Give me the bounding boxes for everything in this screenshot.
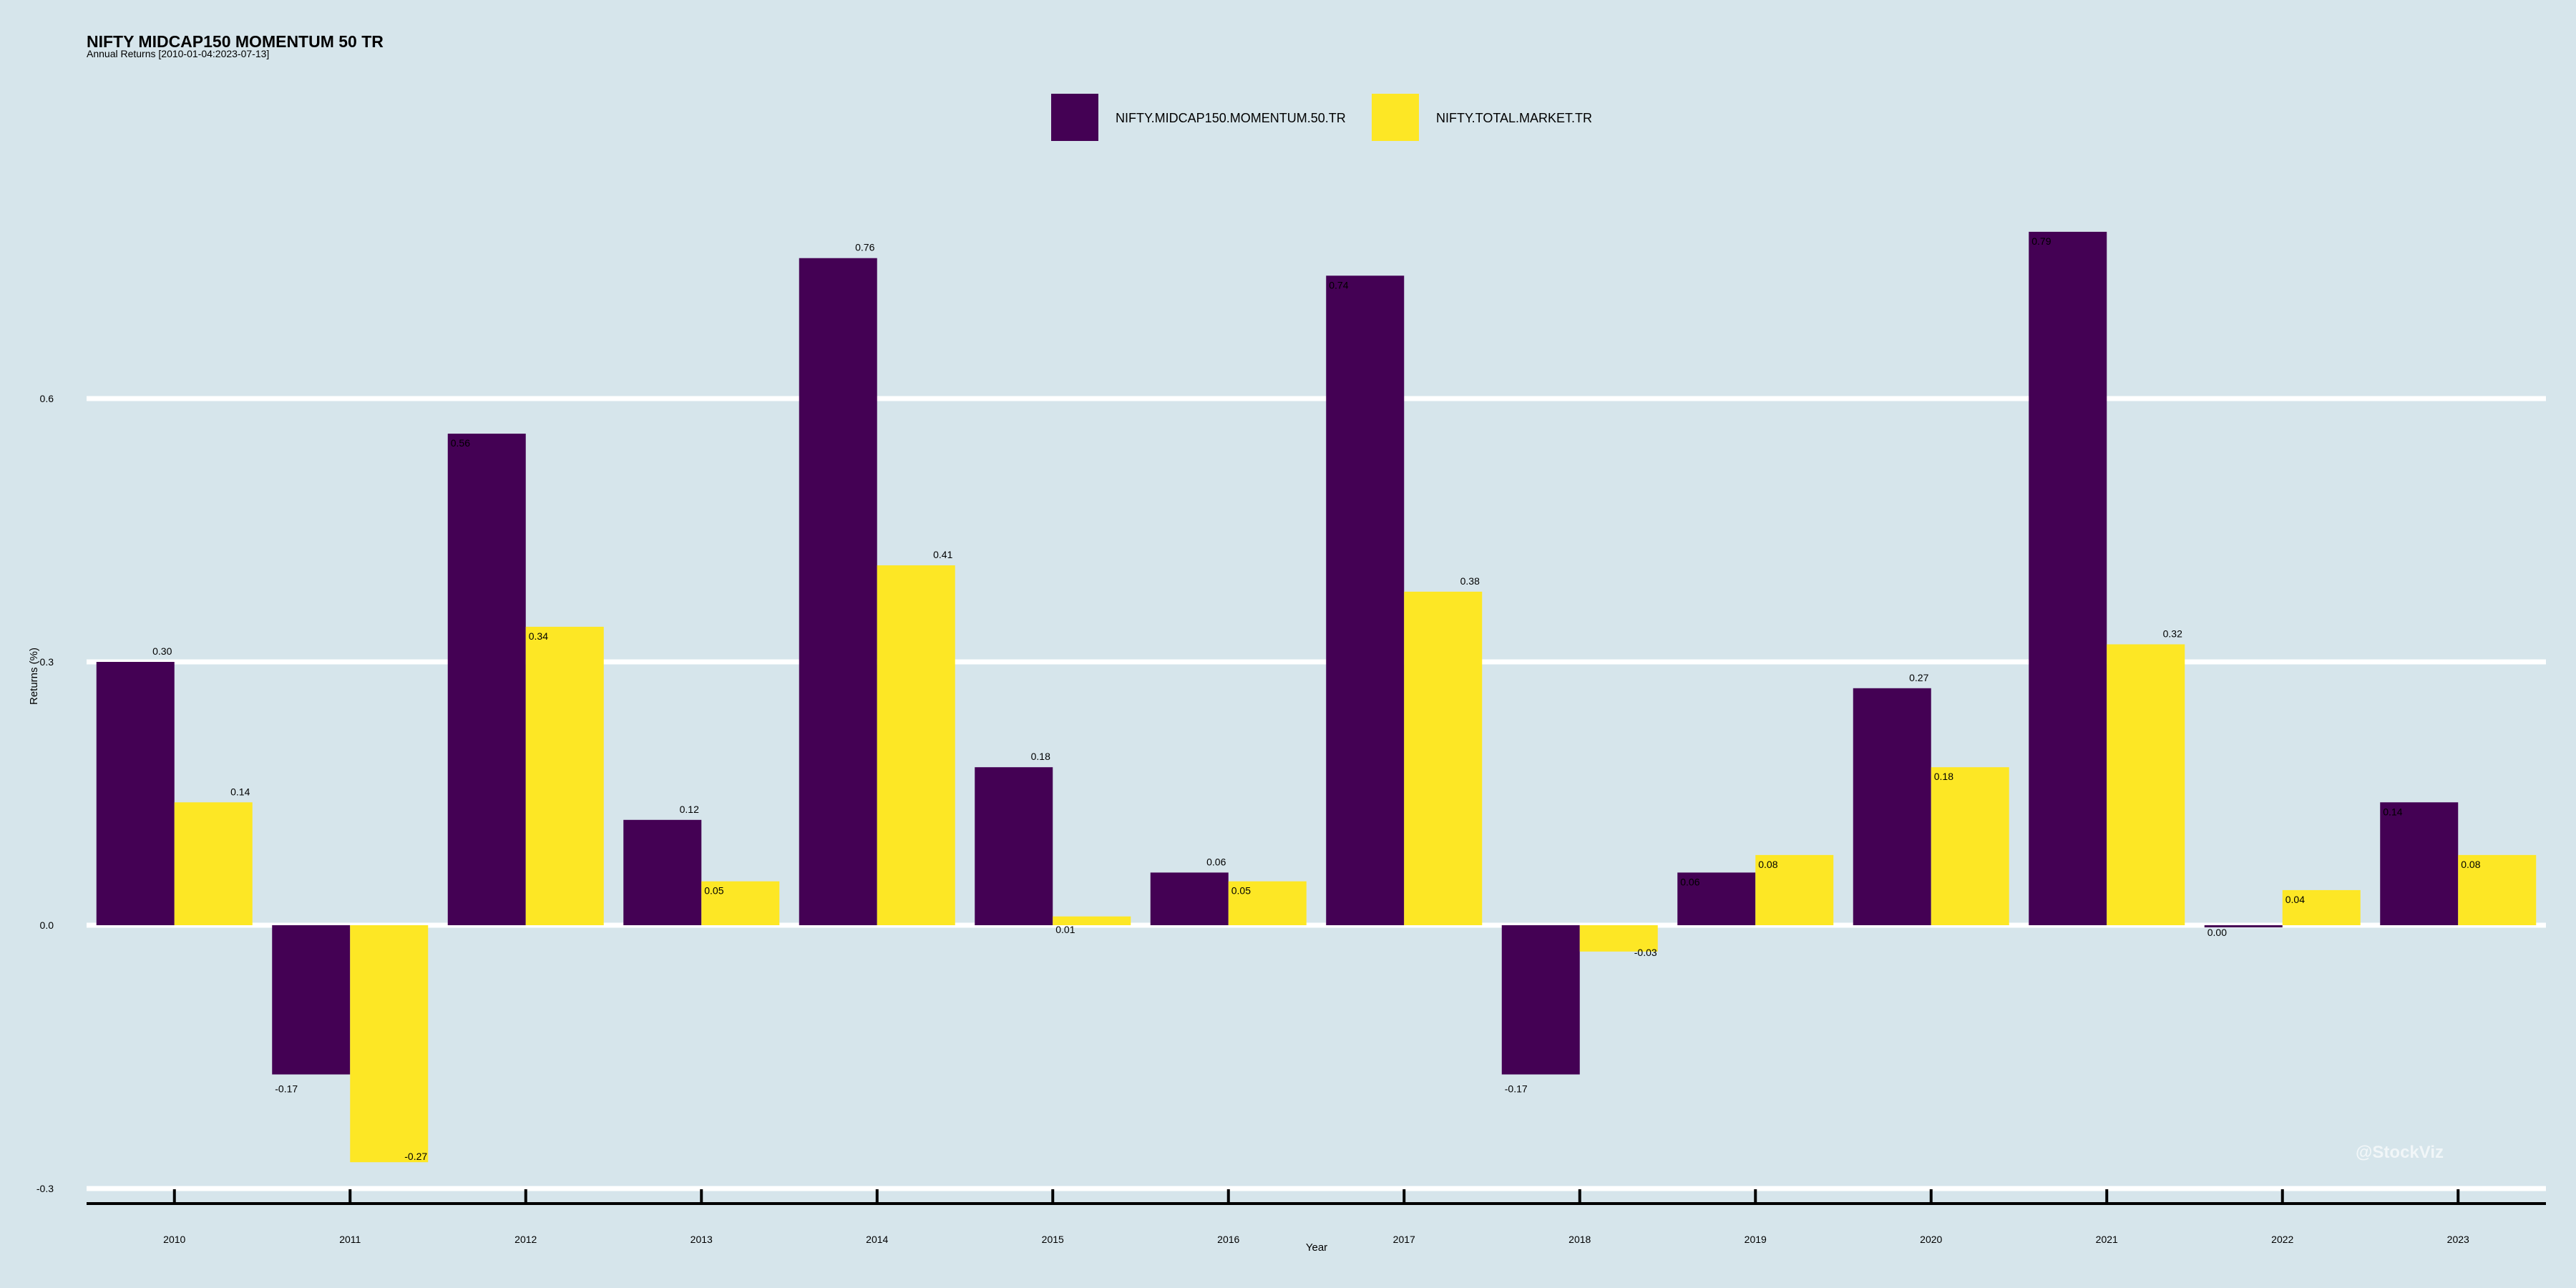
data-label: 0.18 (1031, 751, 1050, 762)
bar (2029, 231, 2107, 926)
x-tick-label: 2014 (866, 1234, 888, 1245)
x-axis: 2010 2011 2012 2013 2014 2015 2016 2017 2018 2019… (87, 1189, 2546, 1245)
data-label: 0.79 (2031, 235, 2051, 247)
bar (2204, 925, 2283, 927)
data-label: 0.56 (451, 437, 470, 449)
data-label: 0.27 (1909, 672, 1928, 683)
x-tick-label: 2013 (691, 1234, 713, 1245)
x-tick-label: 2016 (1217, 1234, 1239, 1245)
legend: NIFTY.MIDCAP150.MOMENTUM.50.TR NIFTY.TOTA… (1051, 94, 1592, 141)
bar (525, 626, 604, 925)
chart-subtitle: Annual Returns [2010-01-04:2023-07-13] (87, 48, 269, 59)
x-tick-label: 2019 (1745, 1234, 1767, 1245)
bar (1755, 854, 1834, 925)
x-tick-label: 2010 (163, 1234, 185, 1245)
data-label: -0.17 (275, 1083, 298, 1095)
bar (2458, 854, 2537, 925)
data-label: 0.00 (2207, 927, 2227, 938)
bar (1501, 925, 1580, 1075)
data-label: 0.12 (680, 804, 699, 815)
data-labels: 0.30 -0.17 0.56 0.12 0.76 0.18 0.06 0.74 -0.17 0.… (152, 235, 2481, 1162)
legend-label: NIFTY.MIDCAP150.MOMENTUM.50.TR (1116, 111, 1346, 125)
y-tick-label: -0.3 (36, 1183, 54, 1194)
y-tick-label: 0.3 (40, 656, 54, 668)
data-label: 0.76 (855, 242, 874, 253)
data-label: 0.06 (1680, 876, 1699, 887)
x-tick-label: 2021 (2096, 1234, 2118, 1245)
x-tick-label: 2015 (1042, 1234, 1064, 1245)
data-label: 0.08 (2461, 859, 2480, 870)
data-label: 0.32 (2163, 628, 2182, 639)
bar (799, 258, 877, 925)
bar (1053, 916, 1131, 925)
data-label: -0.03 (1634, 947, 1657, 958)
legend-swatch (1372, 94, 1419, 141)
bar (447, 434, 526, 925)
data-label: 0.04 (2285, 894, 2305, 905)
data-label: 0.74 (1329, 279, 1348, 291)
data-label: -0.17 (1505, 1083, 1528, 1095)
bar (877, 565, 955, 925)
y-tick-label: 0.0 (40, 919, 54, 931)
bar (1326, 275, 1405, 926)
data-label: 0.08 (1758, 859, 1777, 870)
data-label: 0.30 (152, 645, 172, 657)
bar (1150, 872, 1229, 925)
data-label: 0.01 (1055, 924, 1075, 935)
bar (174, 802, 253, 925)
data-label: 0.34 (529, 630, 548, 642)
x-tick-label: 2022 (2271, 1234, 2293, 1245)
data-label: 0.05 (1231, 885, 1251, 897)
data-label: 0.18 (1934, 771, 1953, 782)
bar (272, 925, 351, 1075)
chart-title: NIFTY MIDCAP150 MOMENTUM 50 TR (87, 32, 384, 51)
bar (2107, 644, 2185, 925)
data-label: 0.14 (230, 786, 250, 797)
x-axis-label: Year (1306, 1241, 1327, 1254)
bar (701, 881, 780, 925)
bar (1931, 767, 2009, 925)
bar (2282, 889, 2361, 925)
legend-label: NIFTY.TOTAL.MARKET.TR (1436, 111, 1592, 125)
data-label: 0.06 (1206, 856, 1226, 867)
bar (1853, 688, 1931, 925)
y-tick-label: 0.6 (40, 393, 54, 404)
bars (96, 231, 2537, 1163)
data-label: -0.27 (404, 1151, 427, 1162)
x-tick-label: 2023 (2447, 1234, 2469, 1245)
x-tick-label: 2012 (514, 1234, 537, 1245)
data-label: 0.05 (704, 885, 723, 897)
bar (1579, 925, 1658, 952)
legend-swatch (1051, 94, 1098, 141)
bar (623, 819, 702, 925)
y-axis-label: Returns (%) (28, 648, 40, 705)
bar (350, 925, 429, 1163)
x-tick-label: 2017 (1393, 1234, 1415, 1245)
data-label: 0.38 (1460, 575, 1480, 587)
bar (2380, 802, 2459, 925)
bar (1228, 881, 1307, 925)
bar (1677, 872, 1756, 925)
data-label: 0.14 (2383, 806, 2402, 817)
x-tick-label: 2018 (1568, 1234, 1591, 1245)
bar (975, 767, 1053, 925)
x-tick-label: 2020 (1920, 1234, 1942, 1245)
data-label: 0.41 (933, 549, 952, 560)
x-tick-label: 2011 (339, 1234, 361, 1245)
bar (96, 661, 175, 925)
watermark: @StockViz (2356, 1143, 2444, 1162)
bar (1404, 591, 1483, 925)
